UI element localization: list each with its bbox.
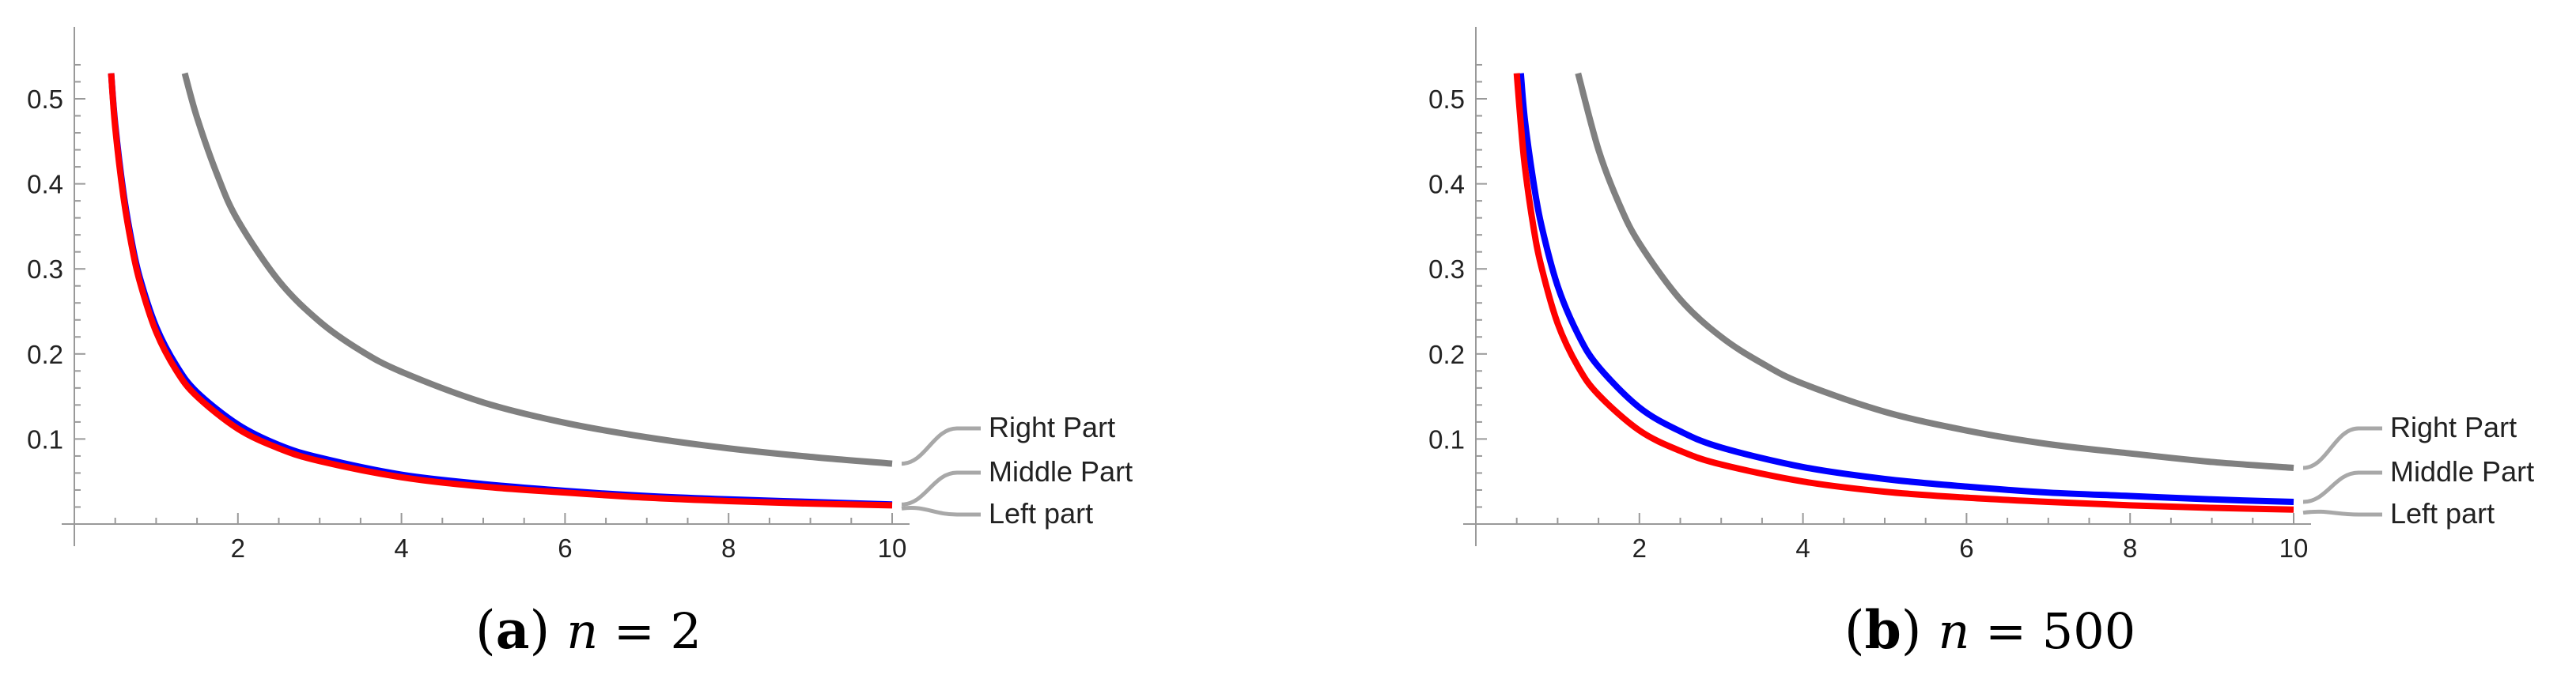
legend-label-right-part: Right Part — [989, 411, 1115, 443]
series-line-left-part — [1513, 73, 2294, 513]
x-tick-label: 4 — [394, 534, 408, 563]
y-tick-label: 0.4 — [1428, 170, 1465, 199]
y-tick-label: 0.3 — [27, 255, 63, 284]
x-tick-label: 8 — [721, 534, 736, 563]
axes: 2 4 6 8 10 0.1 0.2 0.3 0.4 0.5 — [1428, 27, 2311, 563]
series-group — [108, 72, 893, 509]
caption-equals: = — [598, 602, 670, 660]
series-line-left-part — [108, 73, 893, 509]
x-tick-label: 6 — [1959, 534, 1973, 563]
series-line-right-part — [181, 72, 893, 467]
chart-panel-b: 2 4 6 8 10 0.1 0.2 0.3 0.4 0.5 Right Part Middle Pa… — [1428, 27, 2534, 661]
x-tick-label: 10 — [878, 534, 907, 563]
legend: Right Part Middle Part Left part — [2302, 411, 2534, 530]
legend: Right Part Middle Part Left part — [901, 411, 1133, 530]
legend-leader-right-part — [901, 426, 981, 466]
caption-paren-close: ) — [1901, 600, 1939, 661]
x-tick-label: 6 — [558, 534, 572, 563]
y-tick-label: 0.1 — [27, 424, 63, 454]
x-tick-label: 2 — [1632, 534, 1647, 563]
y-tick-label: 0.2 — [27, 340, 63, 369]
legend-label-middle-part: Middle Part — [989, 455, 1133, 488]
y-tick-label: 0.2 — [1428, 340, 1465, 369]
x-tick-label: 4 — [1795, 534, 1810, 563]
y-tick-label: 0.5 — [27, 85, 63, 114]
caption-variable: n — [1938, 602, 1969, 660]
x-tick-label: 2 — [231, 534, 245, 563]
caption-variable: n — [566, 602, 598, 660]
legend-leader-middle-part — [901, 470, 981, 507]
caption-value: 2 — [671, 602, 702, 660]
series-line-middle-part — [108, 73, 893, 508]
legend-label-left-part: Left part — [2390, 497, 2495, 530]
legend-label-left-part: Left part — [989, 497, 1093, 530]
series-line-right-part — [1575, 72, 2294, 471]
series-line-middle-part — [1517, 73, 2294, 506]
legend-leader-left-part — [2302, 509, 2382, 517]
y-tick-label: 0.5 — [1428, 85, 1465, 114]
chart-panel-a: 2 4 6 8 10 0.1 0.2 0.3 0.4 0.5 Right Part Middle Pa… — [27, 27, 1133, 661]
x-tick-label: 8 — [2123, 534, 2137, 563]
caption-label: b — [1865, 599, 1901, 661]
caption-paren-open: ( — [1844, 600, 1865, 661]
panel-caption: (b) n = 500 — [1844, 599, 2135, 661]
legend-leader-left-part — [901, 506, 981, 517]
legend-leader-right-part — [2302, 426, 2382, 470]
y-tick-label: 0.4 — [27, 170, 63, 199]
legend-label-right-part: Right Part — [2390, 411, 2517, 443]
y-tick-label: 0.3 — [1428, 255, 1465, 284]
caption-value: 500 — [2042, 602, 2135, 660]
axes: 2 4 6 8 10 0.1 0.2 0.3 0.4 0.5 — [27, 27, 910, 563]
x-tick-label: 10 — [2279, 534, 2309, 563]
caption-label: a — [496, 599, 530, 661]
legend-leader-middle-part — [2302, 470, 2382, 504]
caption-equals: = — [1969, 602, 2041, 660]
caption-paren-open: ( — [475, 600, 496, 661]
y-tick-label: 0.1 — [1428, 424, 1465, 454]
panel-caption: (a) n = 2 — [475, 599, 702, 661]
caption-paren-close: ) — [530, 600, 567, 661]
series-group — [1513, 72, 2294, 513]
legend-label-middle-part: Middle Part — [2390, 455, 2534, 488]
